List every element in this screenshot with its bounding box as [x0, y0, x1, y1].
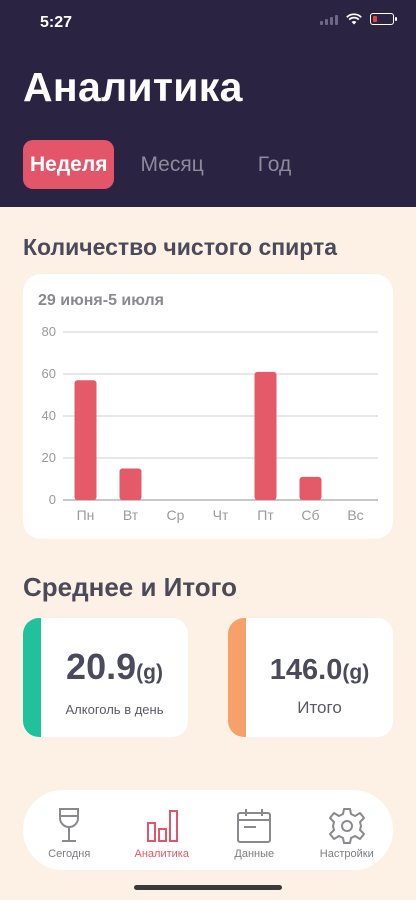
home-indicator [134, 885, 282, 890]
tabbar-label-analytics: Аналитика [134, 848, 189, 860]
status-icons [320, 13, 397, 25]
tab-month[interactable]: Месяц [140, 153, 204, 176]
tabbar-label-settings: Настройки [319, 848, 374, 860]
x-tick-label: Пн [77, 507, 95, 523]
battery-icon [370, 13, 397, 25]
x-tick-label: Чт [213, 507, 229, 523]
average-accent-bar [23, 618, 41, 737]
x-tick-label: Сб [301, 507, 319, 523]
tabbar-item-today[interactable]: Сегодня [23, 790, 116, 870]
average-value: 20.9(g) [41, 646, 188, 688]
bar-0 [74, 380, 97, 500]
chart-card: 29 июня-5 июля 0 20 40 60 80 Пн Вт Ср Чт Пт Сб Вс [23, 274, 393, 539]
average-unit: (g) [136, 661, 163, 684]
y-tick-label: 0 [49, 492, 56, 507]
average-number: 20.9 [66, 646, 137, 687]
tab-week[interactable]: Неделя [23, 140, 115, 189]
x-tick-label: Ср [167, 507, 185, 523]
cellular-signal-icon [320, 13, 338, 25]
total-value: 146.0(g) [246, 654, 393, 687]
y-tick-label: 80 [42, 324, 56, 339]
wine-glass-icon [59, 808, 80, 842]
page-title: Аналитика [23, 64, 243, 110]
total-accent-bar [228, 618, 246, 737]
bar-5 [299, 476, 322, 500]
battery-level [372, 15, 377, 22]
average-card: 20.9(g) Алкоголь в день [23, 618, 188, 737]
y-tick-label: 60 [42, 366, 56, 381]
bar-chart: 0 20 40 60 80 Пн Вт Ср Чт Пт Сб Вс [42, 324, 378, 523]
tabbar-item-settings[interactable]: Настройки [301, 790, 394, 870]
x-tick-label: Пт [257, 507, 274, 523]
tabbar-label-today: Сегодня [48, 848, 91, 860]
wifi-icon [346, 13, 362, 25]
total-unit: (g) [342, 661, 370, 684]
header: 5:27 Аналитика Неделя Месяц Год [0, 0, 416, 207]
y-tick-label: 20 [42, 450, 56, 465]
bar-chart-icon [146, 810, 178, 842]
chart-date-range: 29 июня-5 июля [38, 292, 165, 309]
total-number: 146.0 [269, 654, 343, 686]
bottom-tab-bar: Сегодня Аналитика Данные Настройки [23, 790, 393, 870]
total-label: Итого [297, 698, 342, 717]
bar-4 [254, 371, 277, 500]
chart-section-title: Количество чистого спирта [23, 234, 338, 260]
status-time: 5:27 [40, 14, 73, 31]
x-tick-label: Вс [347, 507, 363, 523]
tabbar-item-data[interactable]: Данные [208, 790, 301, 870]
calendar-icon [237, 809, 272, 843]
total-card: 146.0(g) Итого [228, 618, 393, 737]
y-tick-label: 40 [42, 408, 56, 423]
summary-section-title: Среднее и Итого [23, 572, 238, 602]
bar-1 [119, 468, 142, 500]
tabbar-item-analytics[interactable]: Аналитика [116, 790, 209, 870]
tab-year[interactable]: Год [257, 153, 292, 176]
gear-icon [328, 808, 365, 844]
average-label: Алкоголь в день [65, 702, 164, 717]
x-tick-label: Вт [123, 507, 139, 523]
tabbar-label-data: Данные [234, 848, 275, 860]
period-tabs: Неделя Месяц Год [23, 140, 299, 189]
